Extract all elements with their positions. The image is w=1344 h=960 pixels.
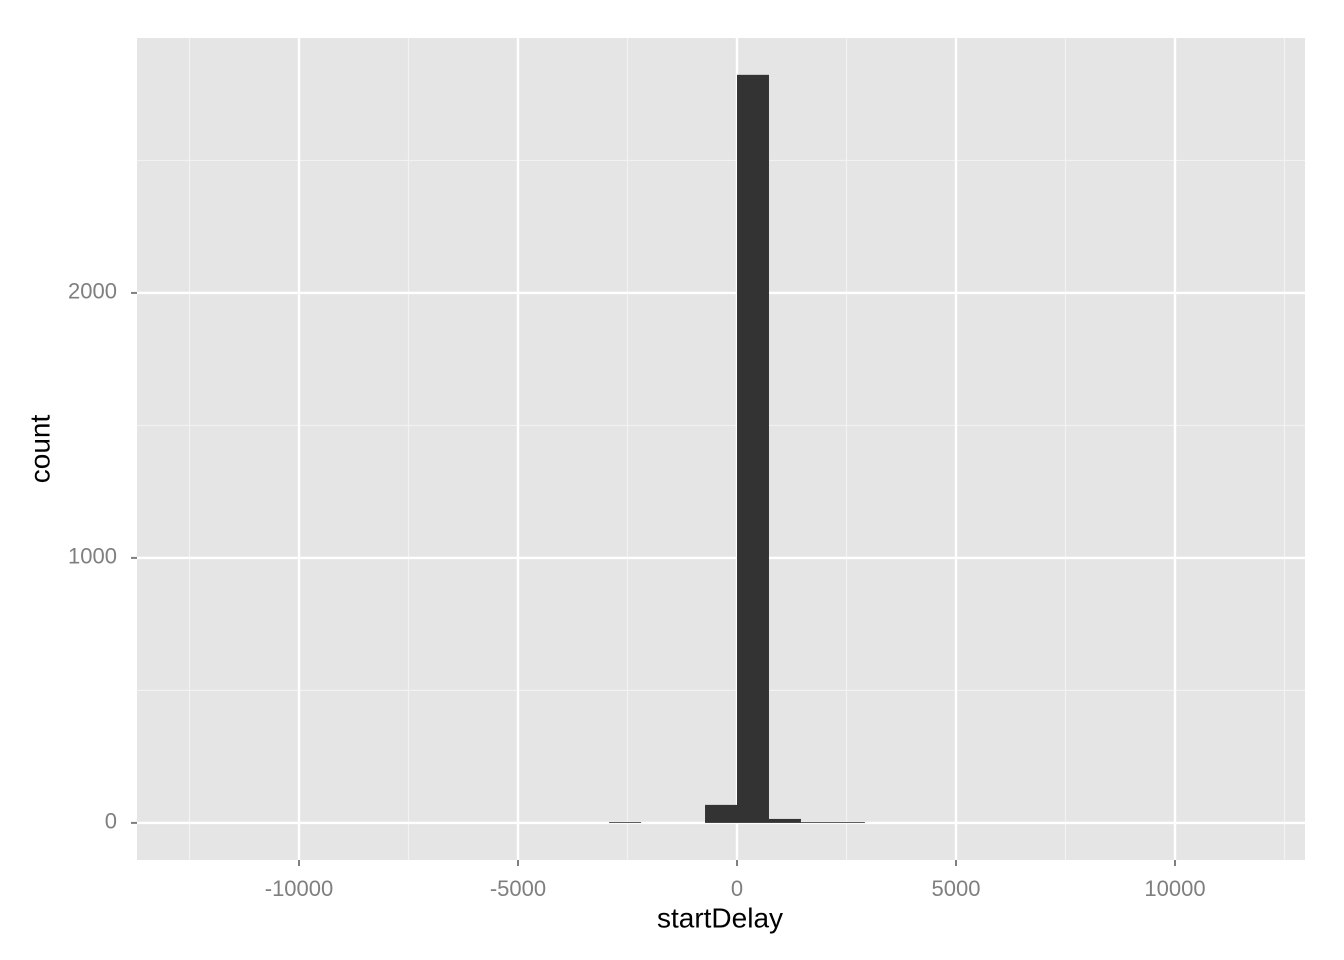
y-tick-label: 1000 — [68, 544, 117, 569]
bar — [705, 804, 738, 823]
x-tick-label: 0 — [731, 876, 743, 901]
panel — [137, 38, 1305, 860]
bar — [800, 822, 833, 823]
y-tick-label: 2000 — [68, 279, 117, 304]
bar — [768, 818, 801, 823]
x-axis-title: startDelay — [657, 902, 783, 933]
bar — [737, 74, 769, 823]
x-tick-label: -5000 — [490, 876, 546, 901]
x-tick-label: -10000 — [265, 876, 334, 901]
bar — [832, 822, 865, 823]
bar — [609, 822, 642, 823]
y-axis-title: count — [24, 415, 55, 484]
y-tick-label: 0 — [105, 809, 117, 834]
x-tick-label: 5000 — [932, 876, 981, 901]
x-tick-label: 10000 — [1144, 876, 1205, 901]
